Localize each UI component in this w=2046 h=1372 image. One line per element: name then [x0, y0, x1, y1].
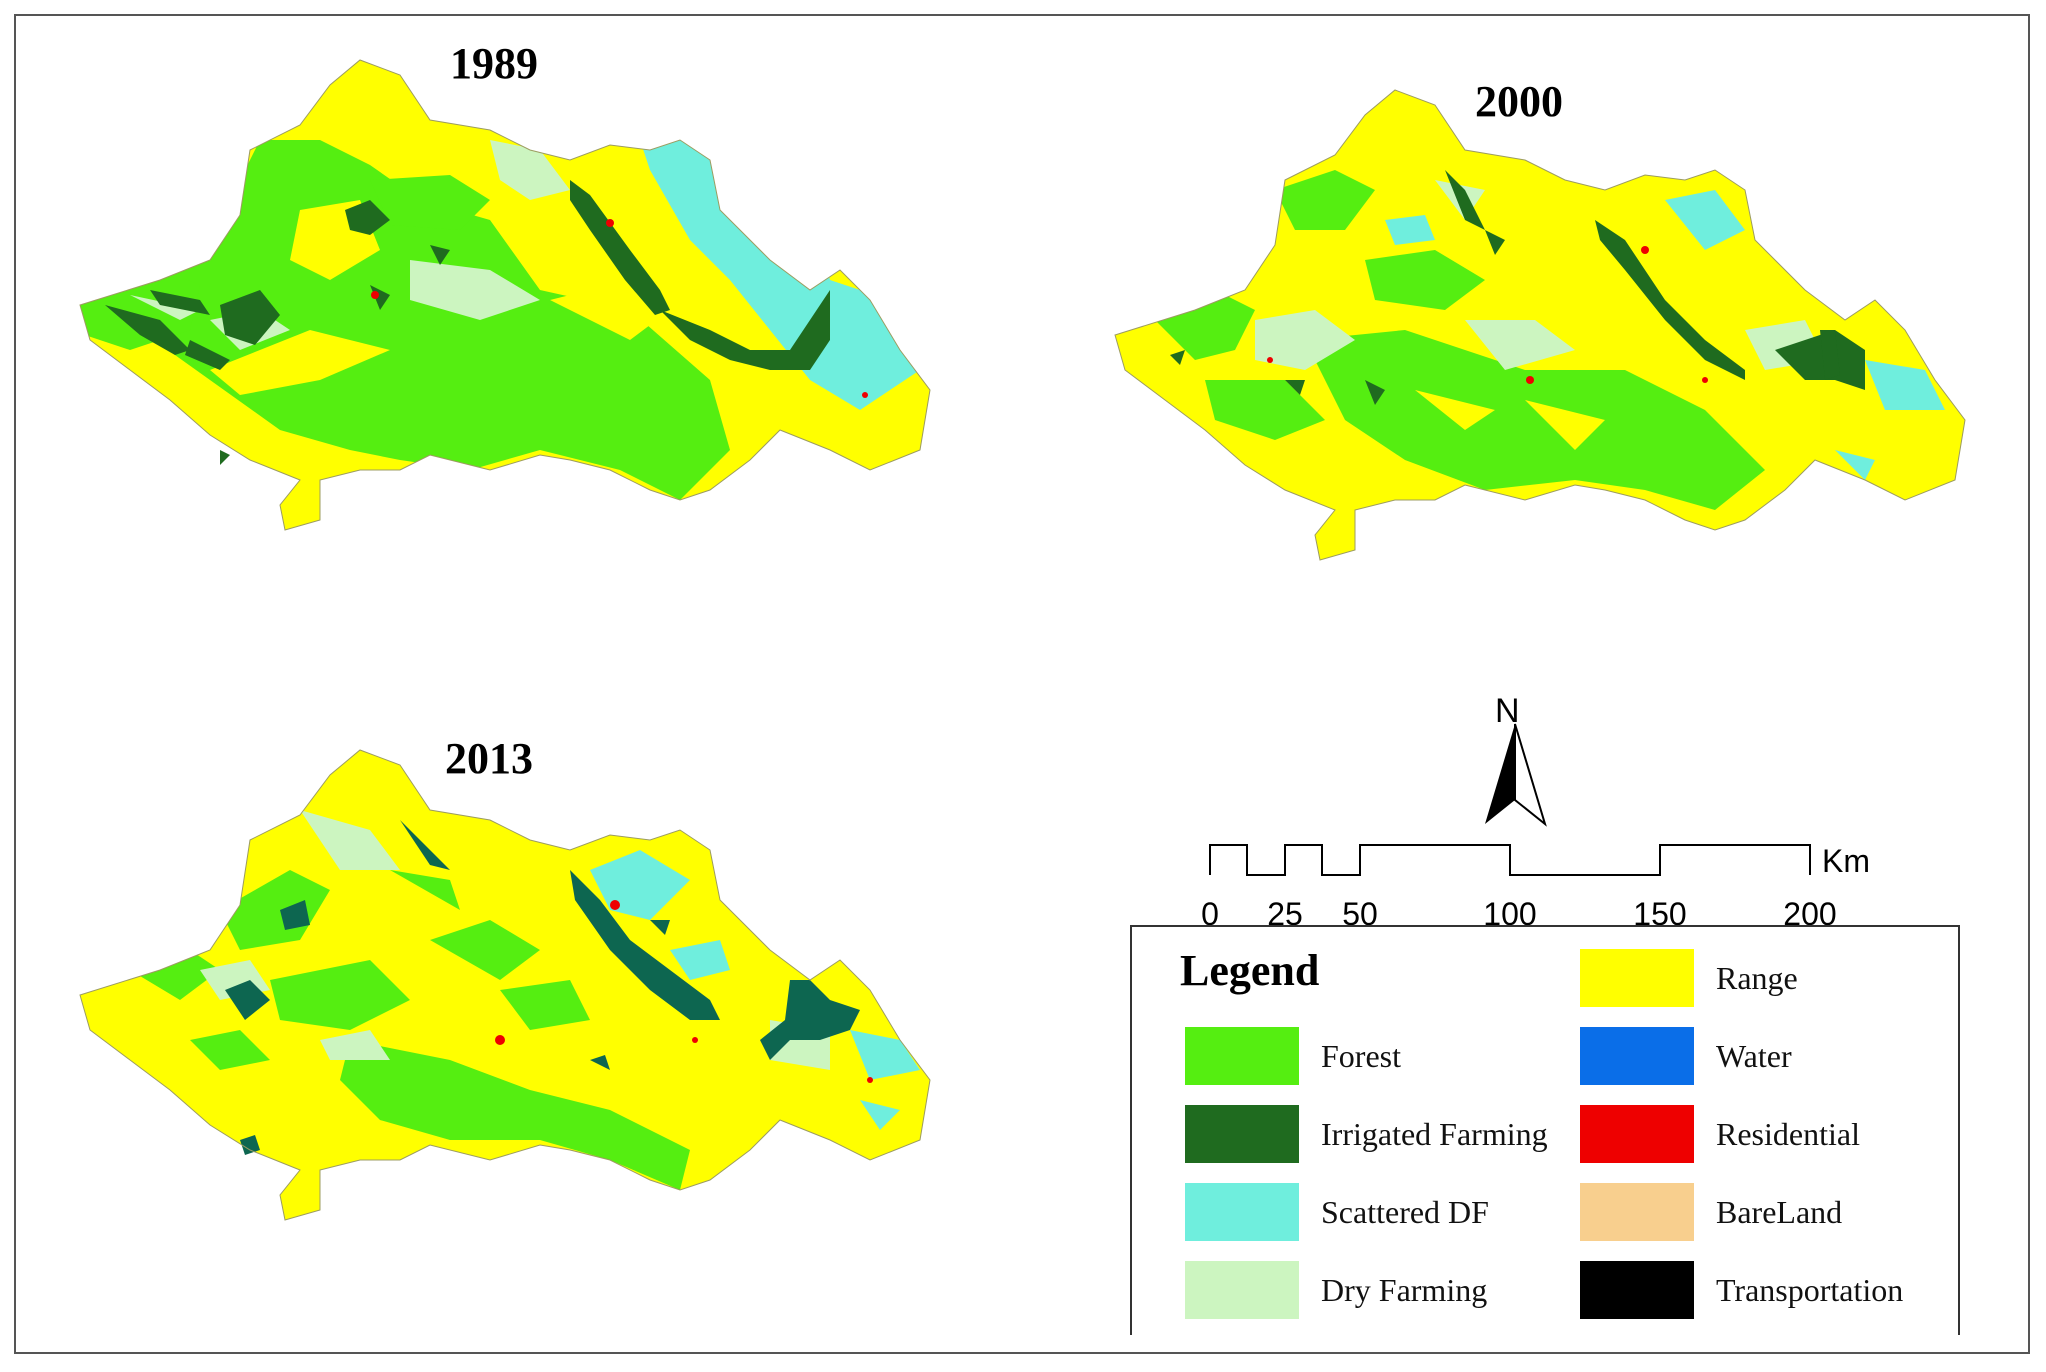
- legend-item-water: Water: [1580, 1027, 1792, 1085]
- scale-unit: Km: [1822, 843, 1870, 879]
- legend-label: Irrigated Farming: [1321, 1115, 1548, 1152]
- legend-label: BareLand: [1716, 1193, 1843, 1230]
- legend-item-residential: Residential: [1580, 1105, 1860, 1163]
- scale-tick: 0: [1201, 896, 1219, 932]
- legend-item-dry-farming: Dry Farming: [1185, 1261, 1487, 1319]
- legend-item-irrigated-farming: Irrigated Farming: [1185, 1105, 1548, 1163]
- legend-label: Dry Farming: [1321, 1271, 1488, 1308]
- figure-frame: [14, 14, 2030, 1354]
- legend-item-forest: Forest: [1185, 1027, 1401, 1085]
- legend-item-range: Range: [1580, 949, 1798, 1007]
- legend-swatch: [1580, 949, 1694, 1007]
- legend-swatch: [1185, 1105, 1299, 1163]
- legend-label: Residential: [1716, 1115, 1860, 1152]
- legend-swatch: [1185, 1261, 1299, 1319]
- scale-bar: Km 0 25 50 100 150 200: [1201, 843, 1870, 932]
- north-label: N: [1495, 692, 1520, 730]
- legend-swatch: [1580, 1261, 1694, 1319]
- legend-item-bareland: BareLand: [1580, 1183, 1842, 1241]
- north-arrow-icon: [1485, 723, 1547, 827]
- legend-title: Legend: [1180, 946, 1320, 995]
- legend: Legend Forest Irrigated Farming Scattere…: [1130, 925, 1960, 1335]
- legend-label: Forest: [1321, 1037, 1401, 1074]
- legend-label: Water: [1716, 1037, 1792, 1074]
- map-title-2013: 2013: [445, 734, 533, 783]
- map-title-1989: 1989: [450, 39, 538, 88]
- legend-swatch: [1185, 1183, 1299, 1241]
- legend-label: Range: [1716, 959, 1798, 996]
- legend-swatch: [1580, 1027, 1694, 1085]
- legend-swatch: [1580, 1105, 1694, 1163]
- legend-item-transportation: Transportation: [1580, 1261, 1903, 1319]
- legend-swatch: [1185, 1027, 1299, 1085]
- map-title-2000: 2000: [1475, 77, 1563, 126]
- legend-item-scattered-df: Scattered DF: [1185, 1183, 1489, 1241]
- map-2013: [79, 749, 931, 1221]
- map-1989: [79, 59, 931, 531]
- legend-label: Transportation: [1716, 1271, 1904, 1308]
- legend-label: Scattered DF: [1321, 1193, 1489, 1230]
- map-2000: [1114, 89, 1966, 561]
- legend-swatch: [1580, 1183, 1694, 1241]
